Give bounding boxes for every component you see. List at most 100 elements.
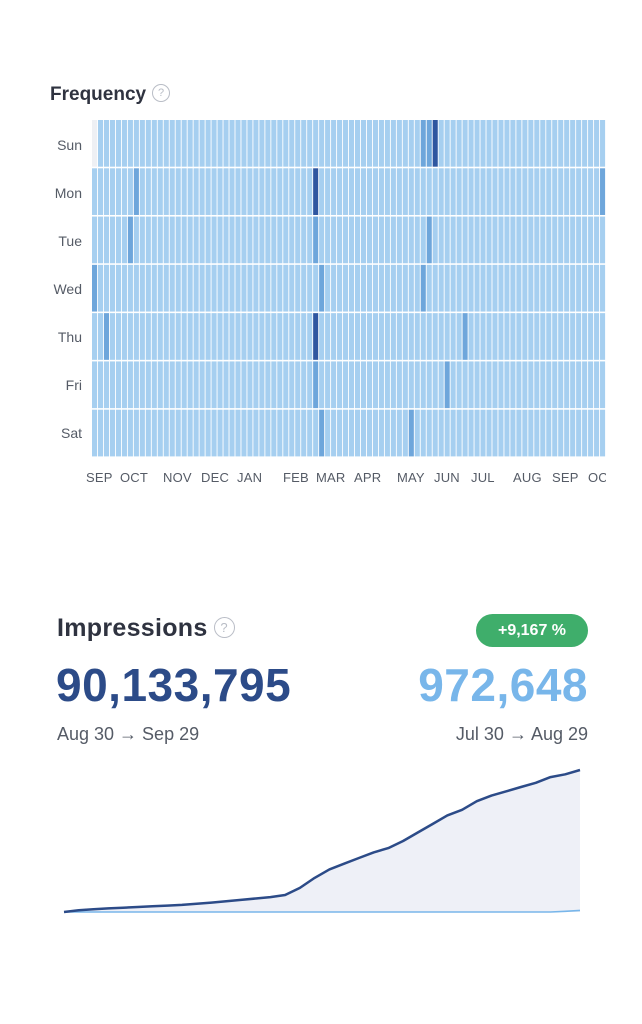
heatmap-cell[interactable] <box>103 313 110 360</box>
heatmap-cell[interactable] <box>343 313 349 360</box>
heatmap-cell[interactable] <box>498 409 504 457</box>
heatmap-cell[interactable] <box>235 361 241 409</box>
heatmap-cell[interactable] <box>564 264 570 312</box>
heatmap-cell[interactable] <box>360 409 367 457</box>
heatmap-cell[interactable] <box>331 264 337 312</box>
heatmap-cell[interactable] <box>408 313 414 360</box>
heatmap-cell[interactable] <box>283 216 289 264</box>
heatmap-cell[interactable] <box>516 313 522 360</box>
heatmap-cell[interactable] <box>450 168 456 215</box>
heatmap-cell[interactable] <box>325 168 331 215</box>
heatmap-cell[interactable] <box>193 120 199 167</box>
heatmap-cell[interactable] <box>139 409 145 457</box>
heatmap-cell[interactable] <box>295 264 301 312</box>
heatmap-cell[interactable] <box>313 361 319 409</box>
heatmap-cell[interactable] <box>217 409 223 457</box>
heatmap-cell[interactable] <box>480 216 486 264</box>
heatmap-cell[interactable] <box>432 313 438 360</box>
heatmap-cell[interactable] <box>450 264 456 312</box>
heatmap-cell[interactable] <box>504 120 510 167</box>
heatmap-cell[interactable] <box>253 264 259 312</box>
heatmap-cell[interactable] <box>414 409 420 457</box>
heatmap-cell[interactable] <box>582 361 588 409</box>
heatmap-cell[interactable] <box>492 361 498 409</box>
heatmap-cell[interactable] <box>486 120 492 167</box>
heatmap-cell[interactable] <box>247 120 253 167</box>
heatmap-cell[interactable] <box>151 361 157 409</box>
heatmap-cell[interactable] <box>522 409 528 457</box>
heatmap-cell[interactable] <box>127 168 133 215</box>
heatmap-cell[interactable] <box>115 168 121 215</box>
heatmap-cell[interactable] <box>163 216 169 264</box>
heatmap-cell[interactable] <box>408 168 414 215</box>
heatmap-cell[interactable] <box>139 120 145 167</box>
heatmap-cell[interactable] <box>97 313 104 360</box>
heatmap-cell[interactable] <box>241 409 247 457</box>
heatmap-cell[interactable] <box>349 264 355 312</box>
heatmap-cell[interactable] <box>331 361 337 409</box>
heatmap-cell[interactable] <box>558 409 564 457</box>
heatmap-cell[interactable] <box>205 120 211 167</box>
heatmap-cell[interactable] <box>582 313 588 360</box>
heatmap-cell[interactable] <box>450 313 456 360</box>
heatmap-cell[interactable] <box>181 264 187 312</box>
heatmap-cell[interactable] <box>426 216 432 264</box>
heatmap-cell[interactable] <box>217 361 223 409</box>
heatmap-cell[interactable] <box>594 361 600 409</box>
heatmap-cell[interactable] <box>175 313 181 360</box>
heatmap-cell[interactable] <box>109 361 116 409</box>
heatmap-cell[interactable] <box>546 216 552 264</box>
heatmap-cell[interactable] <box>253 120 259 167</box>
heatmap-cell[interactable] <box>283 120 289 167</box>
heatmap-cell[interactable] <box>109 313 116 360</box>
heatmap-cell[interactable] <box>235 120 241 167</box>
heatmap-cell[interactable] <box>223 216 229 264</box>
heatmap-cell[interactable] <box>259 313 265 360</box>
heatmap-cell[interactable] <box>378 264 384 312</box>
heatmap-cell[interactable] <box>271 264 277 312</box>
heatmap-cell[interactable] <box>420 361 426 409</box>
heatmap-cell[interactable] <box>498 168 504 215</box>
heatmap-cell[interactable] <box>444 409 450 457</box>
heatmap-cell[interactable] <box>474 264 480 312</box>
heatmap-cell[interactable] <box>474 409 480 457</box>
heatmap-cell[interactable] <box>157 120 163 167</box>
heatmap-cell[interactable] <box>223 264 229 312</box>
heatmap-cell[interactable] <box>157 216 163 264</box>
heatmap-cell[interactable] <box>594 313 600 360</box>
heatmap-cell[interactable] <box>522 168 528 215</box>
heatmap-cell[interactable] <box>277 216 283 264</box>
heatmap-cell[interactable] <box>349 120 355 167</box>
heatmap-cell[interactable] <box>319 216 325 264</box>
heatmap-cell[interactable] <box>283 409 289 457</box>
heatmap-cell[interactable] <box>420 120 426 167</box>
heatmap-cell[interactable] <box>325 216 331 264</box>
heatmap-cell[interactable] <box>486 216 492 264</box>
heatmap-cell[interactable] <box>295 216 301 264</box>
heatmap-cell[interactable] <box>247 264 253 312</box>
heatmap-cell[interactable] <box>175 361 181 409</box>
heatmap-cell[interactable] <box>217 313 223 360</box>
heatmap-cell[interactable] <box>253 361 259 409</box>
heatmap-cell[interactable] <box>92 313 98 360</box>
heatmap-cell[interactable] <box>366 313 373 360</box>
heatmap-cell[interactable] <box>438 264 444 312</box>
heatmap-cell[interactable] <box>151 313 157 360</box>
heatmap-cell[interactable] <box>372 409 378 457</box>
heatmap-cell[interactable] <box>277 264 283 312</box>
heatmap-cell[interactable] <box>271 409 277 457</box>
heatmap-cell[interactable] <box>145 216 151 264</box>
heatmap-cell[interactable] <box>570 264 576 312</box>
heatmap-cell[interactable] <box>366 264 373 312</box>
heatmap-cell[interactable] <box>193 264 199 312</box>
heatmap-cell[interactable] <box>534 168 540 215</box>
heatmap-cell[interactable] <box>360 168 367 215</box>
heatmap-cell[interactable] <box>163 361 169 409</box>
heatmap-cell[interactable] <box>319 361 325 409</box>
heatmap-cell[interactable] <box>462 216 468 264</box>
heatmap-cell[interactable] <box>343 120 349 167</box>
heatmap-cell[interactable] <box>301 120 307 167</box>
heatmap-cell[interactable] <box>546 168 552 215</box>
heatmap-cell[interactable] <box>354 409 361 457</box>
heatmap-cell[interactable] <box>325 313 331 360</box>
